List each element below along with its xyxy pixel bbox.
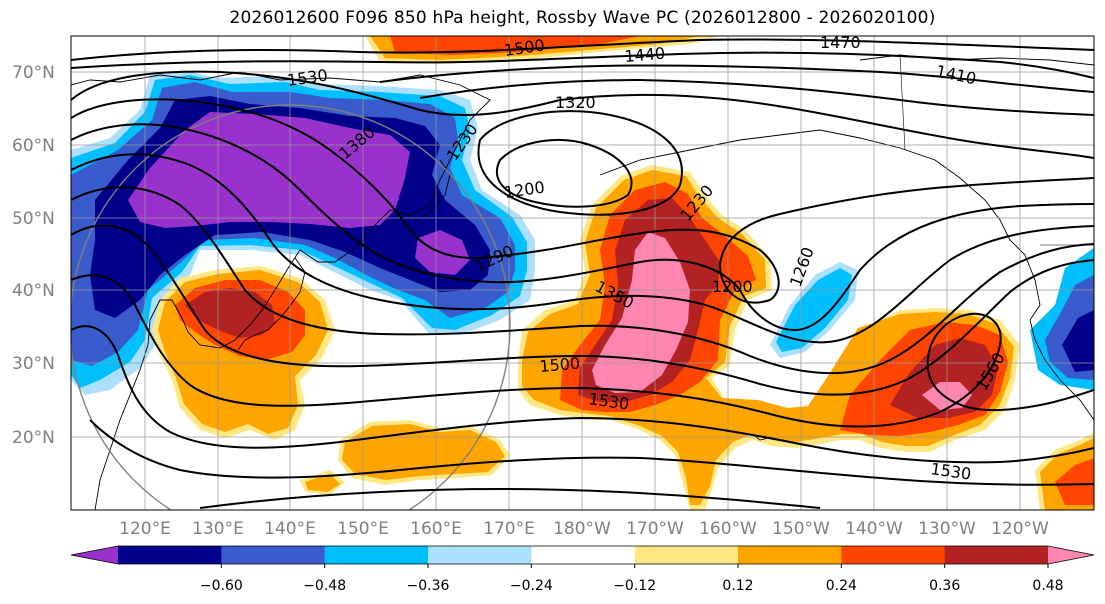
anomaly-layer-dark-red: [890, 338, 998, 418]
coastline-na-west: [1029, 319, 1094, 421]
longitude-labels: 120°E 130°E 140°E 150°E 160°E 170°E 180°…: [119, 519, 1049, 539]
lon-label: 170°W: [626, 519, 684, 539]
region-circle: [71, 104, 511, 510]
lon-label: 130°W: [918, 519, 976, 539]
lat-lon-grid: [71, 36, 1094, 510]
colorbar-segment: [118, 546, 222, 564]
lon-label: 140°E: [264, 519, 316, 539]
colorbar-tick-label: −0.36: [407, 578, 450, 594]
border-alaska-canada: [899, 54, 906, 151]
lat-label: 20°N: [12, 428, 55, 448]
lat-label: 60°N: [12, 136, 55, 156]
contour-line: [419, 78, 1094, 116]
colorbar-segment: [944, 546, 1049, 564]
coastline-japan: [237, 257, 306, 351]
contour-label: 1320: [555, 93, 596, 112]
contour-line: [71, 325, 1094, 464]
coastline-asia: [71, 71, 491, 510]
colorbar: −0.60 −0.48 −0.36 −0.24 −0.12 0.12 0.24 0.36 0.4…: [70, 545, 1095, 594]
lon-label: 160°E: [410, 519, 462, 539]
colorbar-tick-label: −0.60: [200, 578, 243, 594]
contour-line: [71, 70, 1094, 159]
anomaly-layer-navy: [1062, 310, 1094, 372]
negative-anomaly-field-northeast: [1030, 248, 1094, 390]
colorbar-tick-label: 0.12: [722, 578, 753, 594]
height-contours: [71, 38, 1094, 509]
lon-label: 180°W: [553, 519, 611, 539]
lon-label: 140°W: [845, 519, 903, 539]
anomaly-layer-orange-red: [1055, 458, 1094, 505]
contour-line: [71, 123, 1094, 332]
latitude-labels: 70°N 60°N 50°N 40°N 30°N 20°N: [12, 63, 55, 448]
lon-label: 130°E: [192, 519, 244, 539]
anomaly-layer-orange: [342, 424, 505, 480]
colorbar-tick-label: 0.24: [826, 578, 857, 594]
colorbar-outline: [70, 545, 1095, 565]
lat-label: 70°N: [12, 63, 55, 83]
colorbar-segment: [738, 546, 842, 564]
colorbar-tick-label: 0.48: [1032, 578, 1063, 594]
contour-line: [199, 488, 821, 509]
colorbar-tick-label: 0.36: [929, 578, 960, 594]
colorbar-segment: [841, 546, 946, 564]
anomaly-layer-dark-red: [185, 288, 275, 338]
colorbar-segment: [324, 546, 429, 564]
contour-line: [71, 98, 1094, 304]
anomaly-layer-pink: [592, 232, 690, 393]
contour-line: [495, 139, 633, 208]
colorbar-tick-label: −0.48: [303, 578, 346, 594]
lat-label: 30°N: [12, 354, 55, 374]
contour-label: 1470: [820, 33, 861, 52]
lon-label: 160°W: [699, 519, 757, 539]
anomaly-layer-orange: [305, 474, 340, 492]
contour-label: 1500: [539, 354, 581, 376]
lon-label: 170°E: [483, 519, 535, 539]
colorbar-segment: [634, 546, 739, 564]
contour-line: [379, 64, 1094, 93]
contour-line: [71, 274, 1094, 428]
colorbar-tick-label: −0.12: [613, 578, 656, 594]
lon-label: 120°E: [119, 519, 171, 539]
contour-label: 1200: [712, 277, 753, 296]
contour-line: [71, 38, 1094, 61]
colorbar-segment: [428, 546, 532, 564]
contour-line: [89, 419, 1094, 486]
colorbar-tick-label: −0.24: [510, 578, 553, 594]
colorbar-segment: [221, 546, 326, 564]
coastline-alaska: [599, 129, 1041, 321]
contour-label: 1440: [624, 44, 666, 66]
anomaly-layer-orange-red: [390, 36, 640, 55]
map-title: 2026012600 F096 850 hPa height, Rossby W…: [229, 8, 936, 28]
lon-label: 150°W: [772, 519, 830, 539]
contour-label: 1500: [503, 35, 546, 59]
contour-line: [71, 153, 1094, 344]
contour-line: [71, 224, 1094, 396]
lon-label: 150°E: [337, 519, 389, 539]
colorbar-extension-high: [1048, 546, 1094, 564]
lat-label: 50°N: [12, 209, 55, 229]
map-frame: [70, 35, 1095, 511]
contour-line: [477, 110, 683, 216]
colorbar-extension-low: [71, 546, 118, 564]
contour-line: [71, 186, 1094, 375]
lon-label: 120°W: [991, 519, 1049, 539]
colorbar-segment: [531, 546, 636, 564]
anomaly-layer-purple: [128, 112, 410, 228]
lat-label: 40°N: [12, 281, 55, 301]
contour-line: [71, 51, 1094, 79]
